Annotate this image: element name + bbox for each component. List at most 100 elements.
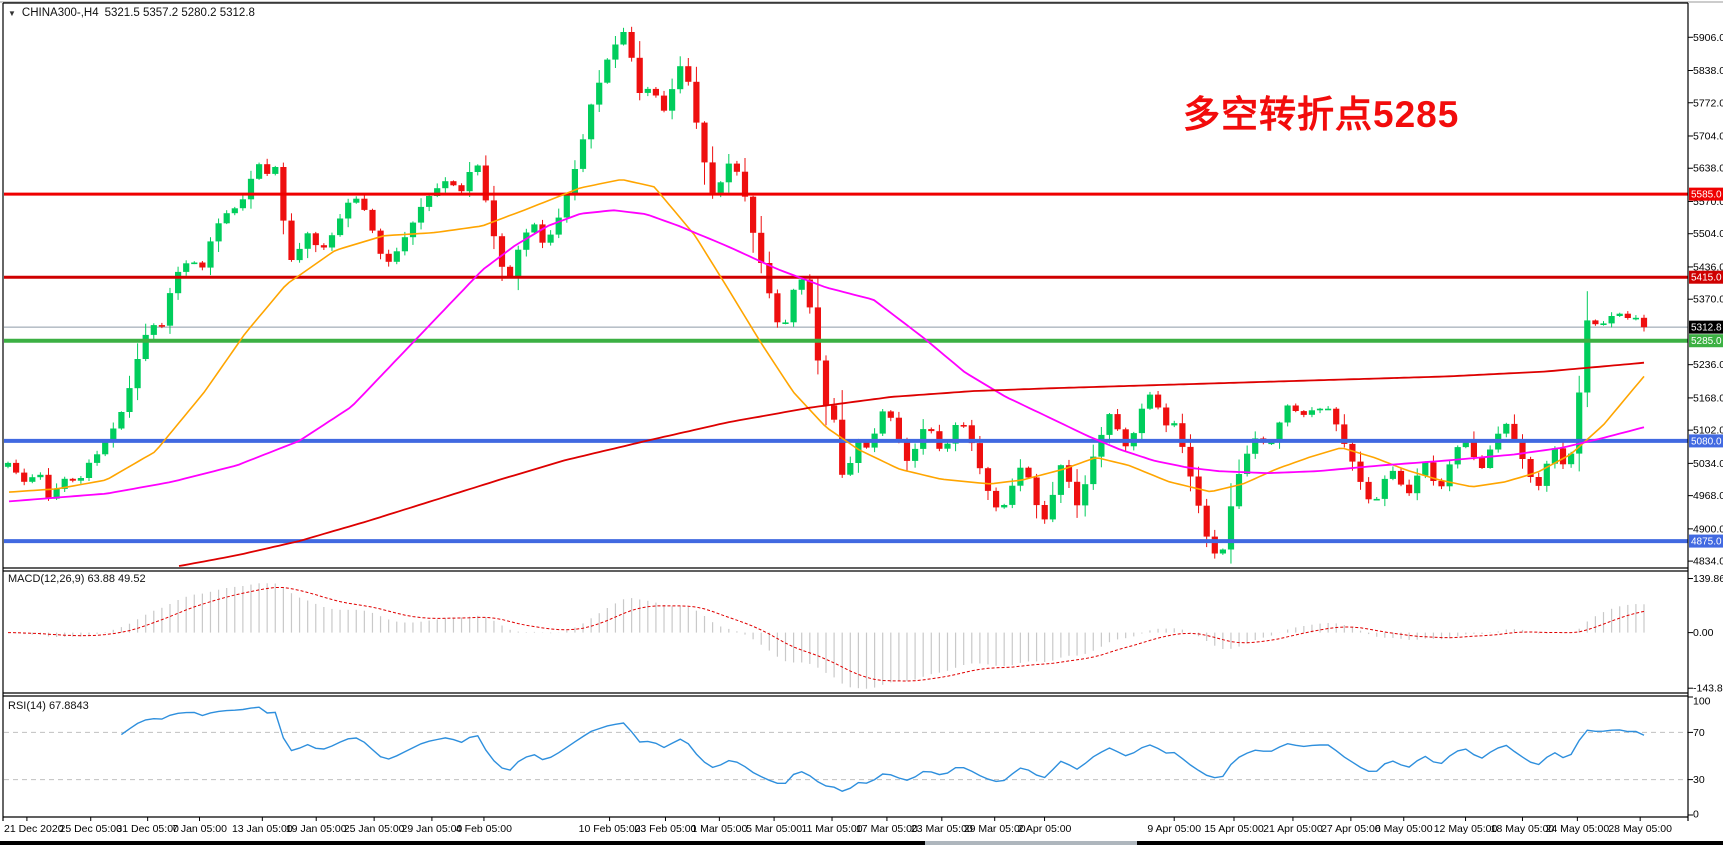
candle-body <box>134 359 141 389</box>
candle-body <box>782 322 789 324</box>
candle-body <box>1333 408 1340 425</box>
candle-body <box>1235 474 1243 507</box>
candle-body <box>1025 467 1032 478</box>
macd-tick-label: -143.82 <box>1693 683 1723 695</box>
price-tick-label: 4968.0 <box>1693 490 1723 502</box>
candle-body <box>1519 441 1526 459</box>
candle-body <box>1624 313 1631 318</box>
candle-body <box>1341 424 1348 444</box>
price-badge-label: 5285.0 <box>1691 336 1722 347</box>
candle-body <box>1203 505 1210 537</box>
price-badge <box>1689 320 1723 334</box>
ma-slow-red-line <box>178 361 1645 567</box>
candle-body <box>312 233 319 246</box>
candle-body <box>798 279 805 290</box>
candle-body <box>231 208 238 214</box>
price-tick-label: 5504.0 <box>1693 228 1723 240</box>
candle-body <box>1041 505 1048 520</box>
candle-body <box>563 195 570 218</box>
candle-body <box>337 218 344 236</box>
candle-body <box>1414 475 1421 494</box>
rsi-line <box>120 706 1645 792</box>
candle-body <box>53 488 60 499</box>
candle-body <box>507 266 514 277</box>
candle-body <box>191 262 198 265</box>
candle-body <box>604 59 611 83</box>
date-tick-label: 12 May 05:00 <box>1434 823 1498 835</box>
candle-body <box>409 222 417 238</box>
candle-body <box>887 411 894 418</box>
candle-body <box>94 454 101 463</box>
candle-body <box>1511 423 1518 442</box>
candle-body <box>1592 320 1599 325</box>
macd-tick-label: 139.86 <box>1693 573 1723 585</box>
candle-body <box>1268 442 1275 445</box>
candle-body <box>1033 477 1040 506</box>
candle-body <box>993 490 1000 508</box>
candle-body <box>1308 410 1315 415</box>
candle-body <box>426 196 433 207</box>
date-tick-label: 21 Dec 2020 <box>4 823 64 835</box>
candle-body <box>579 139 587 169</box>
symbol-dropdown-icon[interactable]: ▼ <box>8 8 16 18</box>
candle-body <box>1600 323 1607 325</box>
price-tick-label: 5168.0 <box>1693 392 1723 404</box>
date-tick-label: 29 Mar 05:00 <box>964 823 1026 835</box>
candle-body <box>652 88 659 96</box>
candle-body <box>328 235 336 248</box>
date-tick-label: 23 Mar 05:00 <box>911 823 973 835</box>
candle-body <box>725 163 732 183</box>
candle-body <box>1171 423 1178 426</box>
candle-body <box>636 57 643 93</box>
rsi-tick-label: 100 <box>1693 696 1711 708</box>
candle-body <box>304 233 311 249</box>
candle-body <box>417 206 425 223</box>
price-badge <box>1689 534 1723 548</box>
candle-body <box>1065 465 1073 482</box>
price-badge <box>1689 187 1723 201</box>
candle-body <box>1219 549 1226 554</box>
candle-body <box>976 443 983 469</box>
candle-body <box>110 428 117 443</box>
candle-body <box>774 293 781 323</box>
price-badge-label: 5585.0 <box>1691 190 1722 201</box>
bottom-scrollbar <box>0 841 1723 845</box>
candle-body <box>1438 481 1445 487</box>
candle-body <box>1478 457 1486 468</box>
price-badge <box>1689 270 1723 284</box>
candle-body <box>1284 405 1291 423</box>
candle-body <box>912 448 919 461</box>
candle-body <box>903 442 911 461</box>
candle-body <box>1122 429 1129 447</box>
date-tick-label: 9 Apr 05:00 <box>1147 823 1201 835</box>
candle-body <box>1009 485 1016 505</box>
candle-body <box>539 224 546 243</box>
macd-panel-label: MACD(12,26,9) 63.88 49.52 <box>8 573 146 585</box>
date-tick-label: 15 Apr 05:00 <box>1204 823 1264 835</box>
candle-body <box>515 249 522 277</box>
date-tick-label: 23 Feb 05:00 <box>635 823 697 835</box>
candle-body <box>296 248 303 261</box>
candle-body <box>1114 414 1121 430</box>
candle-body <box>102 442 109 455</box>
candle-body <box>588 104 595 140</box>
candle-body <box>1454 447 1461 465</box>
candle-body <box>29 477 36 482</box>
candle-body <box>1049 494 1056 520</box>
candle-body <box>709 162 716 193</box>
candle-body <box>385 253 392 262</box>
candle-body <box>717 182 724 193</box>
price-badge-label: 5415.0 <box>1691 273 1722 284</box>
candle-body <box>377 230 384 254</box>
candle-body <box>1584 320 1591 393</box>
date-tick-label: 19 Jan 05:00 <box>286 823 347 835</box>
candle-body <box>1057 465 1064 495</box>
candle-body <box>175 271 182 294</box>
candle-body <box>693 81 700 123</box>
candles-group <box>4 26 1648 564</box>
date-tick-label: 17 Mar 05:00 <box>856 823 918 835</box>
candle-body <box>264 164 271 174</box>
date-tick-label: 25 Jan 05:00 <box>344 823 405 835</box>
